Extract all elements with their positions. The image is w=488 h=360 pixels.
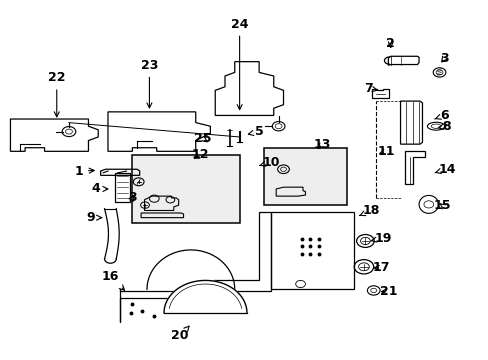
Text: 24: 24 <box>230 18 248 110</box>
Polygon shape <box>163 280 246 313</box>
Text: 3: 3 <box>128 192 136 204</box>
Text: 5: 5 <box>248 125 263 138</box>
Text: 23: 23 <box>141 59 158 108</box>
Text: 14: 14 <box>434 163 455 176</box>
Text: 21: 21 <box>379 285 396 298</box>
Text: 1: 1 <box>74 165 94 177</box>
Text: 9: 9 <box>86 211 102 224</box>
Text: 7: 7 <box>364 82 377 95</box>
Text: 25: 25 <box>194 132 211 145</box>
Text: 12: 12 <box>191 148 209 161</box>
Text: 2: 2 <box>386 37 394 50</box>
Text: 8: 8 <box>437 120 450 133</box>
Text: 6: 6 <box>434 109 448 122</box>
Text: 19: 19 <box>371 231 391 244</box>
Text: 13: 13 <box>313 138 330 150</box>
Text: 15: 15 <box>432 199 450 212</box>
FancyBboxPatch shape <box>132 155 239 223</box>
Text: 11: 11 <box>376 145 394 158</box>
Text: 20: 20 <box>171 326 189 342</box>
Text: 16: 16 <box>102 270 124 290</box>
Text: 10: 10 <box>259 156 280 168</box>
Text: 3: 3 <box>439 51 448 64</box>
Text: 22: 22 <box>48 71 65 117</box>
Text: 18: 18 <box>359 204 379 217</box>
FancyBboxPatch shape <box>264 148 346 205</box>
Text: 17: 17 <box>371 261 389 274</box>
Text: 4: 4 <box>91 183 108 195</box>
